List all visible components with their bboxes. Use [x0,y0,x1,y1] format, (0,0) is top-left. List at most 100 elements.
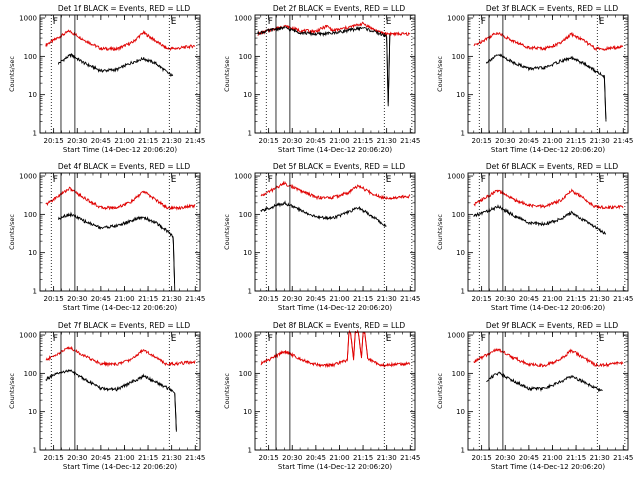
x-tick-label: 21:45 [400,137,420,145]
y-tick-label: 100 [239,53,252,61]
x-tick-label: 20:30 [495,137,515,145]
y-axis-label: Counts/sec [223,214,231,250]
events-series [57,53,174,77]
plot-frame [39,14,201,134]
panel-det-4: Det 4f BLACK = Events, RED = LLD Counts/s… [8,162,205,312]
events-drop [174,393,177,432]
time-marker-label: F [268,175,273,185]
plot-frame [254,331,416,451]
x-tick-label: 20:30 [282,454,302,462]
panel-det-6: Det 6f BLACK = Events, RED = LLD Counts/s… [436,162,633,312]
x-tick-label: 21:30 [377,137,397,145]
y-tick-label: 1 [248,130,252,138]
y-tick-label: 10 [243,91,252,99]
x-tick-label: 20:15 [472,137,492,145]
panel-det-5: Det 5f BLACK = Events, RED = LLD Counts/s… [223,162,420,312]
y-tick-label: 1 [461,447,465,455]
x-tick-label: 21:30 [162,137,182,145]
time-marker-label: E [599,175,605,185]
x-tick-label: 21:30 [377,295,397,303]
y-tick-label: 1000 [19,332,37,340]
time-marker-label: E [599,17,605,27]
panel-title: Det 6f BLACK = Events, RED = LLD [486,162,619,171]
time-marker-label: E [386,175,392,185]
events-series [260,200,387,227]
time-marker-label: E [386,17,392,27]
x-tick-label: 21:00 [542,137,562,145]
events-drop [172,237,176,292]
lld-series [473,347,624,368]
x-tick-label: 20:15 [44,454,64,462]
events-series [485,53,607,120]
y-tick-label: 1000 [234,173,252,181]
x-axis-label: Start Time (14-Dec-12 20:06:20) [278,304,392,312]
lld-series [45,345,196,368]
y-tick-label: 10 [28,249,37,257]
x-tick-label: 21:00 [114,137,134,145]
events-series [473,204,607,235]
x-tick-label: 21:45 [400,454,420,462]
y-tick-label: 1000 [447,173,465,181]
panel-title: Det 1f BLACK = Events, RED = LLD [58,4,191,13]
time-marker-label: F [481,175,486,185]
x-tick-label: 21:00 [329,295,349,303]
y-tick-label: 1000 [234,332,252,340]
y-tick-label: 100 [239,370,252,378]
lld-series [473,188,624,210]
y-tick-label: 1 [33,288,37,296]
time-marker-label: E [171,334,177,344]
events-series [45,368,177,430]
lld-series [45,186,196,211]
x-tick-label: 21:00 [329,454,349,462]
time-marker-label: E [171,175,177,185]
x-tick-label: 21:00 [329,137,349,145]
panel-det-7: Det 7f BLACK = Events, RED = LLD Counts/s… [8,321,205,471]
x-tick-label: 21:15 [353,295,373,303]
x-tick-label: 20:15 [472,454,492,462]
x-tick-label: 21:00 [114,295,134,303]
x-tick-label: 21:00 [542,295,562,303]
time-marker-label: F [53,175,58,185]
x-tick-label: 20:45 [519,454,539,462]
x-tick-label: 21:45 [400,295,420,303]
x-axis-label: Start Time (14-Dec-12 20:06:20) [278,463,392,471]
x-axis-label: Start Time (14-Dec-12 20:06:20) [491,463,605,471]
x-axis-label: Start Time (14-Dec-12 20:06:20) [63,304,177,312]
x-tick-label: 20:45 [91,137,111,145]
events-series [57,211,176,284]
lld-series [260,180,411,201]
y-tick-label: 100 [24,211,37,219]
panel-det-8: Det 8f BLACK = Events, RED = LLD Counts/s… [223,321,420,471]
plot-frame [254,172,416,292]
x-tick-label: 20:15 [44,137,64,145]
x-tick-label: 21:45 [185,137,205,145]
y-tick-label: 100 [24,370,37,378]
x-tick-label: 20:45 [519,137,539,145]
y-tick-label: 100 [452,211,465,219]
x-tick-label: 21:00 [114,454,134,462]
plot-frame [467,172,629,292]
panel-title: Det 7f BLACK = Events, RED = LLD [58,321,191,330]
y-tick-label: 10 [456,91,465,99]
x-tick-label: 21:15 [566,454,586,462]
events-drop [603,76,607,122]
panel-title: Det 8f BLACK = Events, RED = LLD [273,321,406,330]
x-tick-label: 20:15 [259,137,279,145]
x-tick-label: 21:15 [138,295,158,303]
x-axis-label: Start Time (14-Dec-12 20:06:20) [278,146,392,154]
y-tick-label: 1000 [19,15,37,23]
y-axis-label: Counts/sec [436,214,444,250]
y-tick-label: 10 [456,249,465,257]
x-tick-label: 21:45 [185,295,205,303]
x-tick-label: 21:15 [566,137,586,145]
y-tick-label: 100 [452,370,465,378]
x-axis-label: Start Time (14-Dec-12 20:06:20) [491,146,605,154]
time-marker-label: F [53,17,58,27]
x-tick-label: 21:30 [162,454,182,462]
y-tick-label: 10 [456,408,465,416]
y-axis-label: Counts/sec [223,373,231,409]
y-tick-label: 1 [248,447,252,455]
x-tick-label: 21:15 [566,295,586,303]
y-tick-label: 10 [243,249,252,257]
lld-spike [346,331,369,361]
